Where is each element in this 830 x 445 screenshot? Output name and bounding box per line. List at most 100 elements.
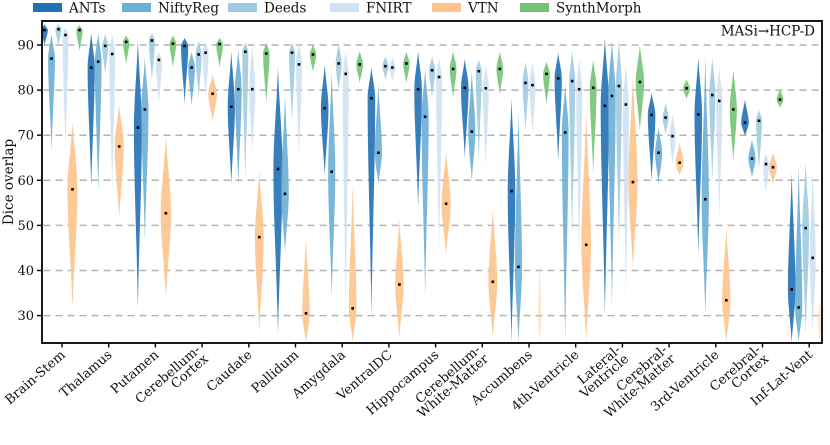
violin-Cerebellum-Cortex-VTN [208,74,217,122]
median-4th-Ventricle-SynthMorph [591,86,595,90]
median-Cerebral-Cortex-FNIRT [764,162,768,166]
violin-Putamen-NiftyReg [141,57,149,242]
violin-Cerebral-White-Matter-ANTs [647,92,656,182]
median-Cerebellum-Cortex-VTN [211,92,214,96]
domain-shift-annotation: MASi→HCP-D [721,24,815,40]
legend-swatch-VTN [432,3,461,12]
y-tick-label-80: 80 [17,84,34,99]
median-Amygdala-Deeds [337,62,340,65]
median-Pallidum-VTN [304,312,308,315]
median-Inf-Lat-Vent-ANTs [790,288,793,291]
median-Putamen-SynthMorph [171,42,175,45]
violin-Amygdala-Deeds [335,42,342,92]
legend: ANTs NiftyReg Deeds FNIRT VTN SynthMorph [33,1,642,17]
median-Amygdala-NiftyReg [330,170,333,174]
violin-Putamen-Deeds [148,33,155,82]
median-3rd-Ventricle-NiftyReg [704,197,707,201]
violin-Thalamus-NiftyReg [94,32,102,192]
median-3rd-Ventricle-Deeds [711,93,714,97]
median-Cerebral-Cortex-Deeds [757,119,761,123]
legend-label-FNIRT: FNIRT [366,1,411,17]
violin-Lateral-Ventricle-NiftyReg [608,40,616,307]
median-Brain-Stem-VTN [71,188,74,191]
median-Lateral-Ventricle-FNIRT [624,103,628,106]
legend-label-Deeds: Deeds [264,1,306,17]
median-Cerebral-White-Matter-ANTs [650,113,653,117]
median-VentralDC-Deeds [384,64,387,68]
violin-Brain-Stem-SynthMorph [76,25,83,51]
violin-series [42,24,830,343]
y-tick-label-70: 70 [17,129,34,144]
median-Caudate-SynthMorph [265,52,268,55]
violin-3rd-Ventricle-Deeds [709,57,716,182]
median-4th-Ventricle-Deeds [570,79,574,83]
violin-Lateral-Ventricle-ANTs [600,37,610,316]
median-Accumbens-SynthMorph [545,72,548,76]
violin-Cerebral-White-Matter-FNIRT [669,114,676,165]
median-Caudate-NiftyReg [237,87,240,91]
violin-Thalamus-SynthMorph [123,35,130,65]
median-Putamen-Deeds [150,39,154,42]
median-Caudate-Deeds [244,50,247,54]
median-Cerebral-White-Matter-SynthMorph [685,86,688,90]
violin-Thalamus-ANTs [87,32,95,188]
violin-Amygdala-ANTs [320,64,329,176]
legend-label-VTN: VTN [467,1,499,17]
median-Cerebral-Cortex-VTN [771,165,775,169]
median-3rd-Ventricle-FNIRT [718,99,721,103]
violin-4th-Ventricle-FNIRT [576,59,583,255]
median-Accumbens-ANTs [510,189,513,193]
x-label-Cerebellum-White-Matter: Cerebellum-White-Matter [413,343,492,422]
median-Cerebellum-White-Matter-FNIRT [484,86,488,90]
violin-Inf-Lat-Vent-VTN [818,297,822,343]
median-Brain-Stem-Deeds [57,27,60,31]
median-Hippocampus-ANTs [416,87,420,91]
median-Hippocampus-FNIRT [437,75,441,79]
median-Lateral-Ventricle-Deeds [617,84,621,88]
violin-Inf-Lat-Vent-SynthMorph [823,178,830,311]
median-Pallidum-SynthMorph [311,53,315,56]
violin-Putamen-VTN [160,136,172,298]
violin-Accumbens-Deeds [522,61,529,131]
median-Inf-Lat-Vent-NiftyReg [797,306,800,309]
violin-Cerebellum-Cortex-FNIRT [202,40,209,98]
violin-Pallidum-VTN [302,237,310,343]
axes-frame [41,20,823,344]
violin-Caudate-FNIRT [249,42,256,154]
median-Hippocampus-Deeds [430,68,434,72]
median-Putamen-ANTs [136,126,140,129]
median-Brain-Stem-NiftyReg [50,57,53,60]
y-axis-tick-labels: 30 40 50 60 70 80 90 [17,39,34,325]
median-Cerebellum-White-Matter-SynthMorph [498,67,502,71]
violin-Cerebral-Cortex-SynthMorph [776,88,784,108]
median-Cerebral-White-Matter-FNIRT [671,134,674,138]
median-Inf-Lat-Vent-FNIRT [811,256,814,260]
median-Amygdala-FNIRT [344,72,347,76]
violin-Inf-Lat-Vent-NiftyReg [795,164,803,343]
y-tick-label-90: 90 [17,39,34,54]
median-Thalamus-FNIRT [110,52,114,56]
median-4th-Ventricle-VTN [584,243,588,247]
median-Accumbens-FNIRT [531,83,534,87]
median-VentralDC-NiftyReg [377,151,380,155]
legend-swatch-Deeds [228,3,257,12]
violin-Thalamus-VTN [114,104,124,218]
violin-4th-Ventricle-SynthMorph [589,59,597,175]
median-Cerebellum-White-Matter-ANTs [463,86,467,90]
median-Caudate-FNIRT [251,87,254,91]
violin-Cerebral-Cortex-ANTs [741,99,749,137]
median-Putamen-VTN [164,211,168,215]
violin-Pallidum-ANTs [273,67,283,334]
violin-Cerebellum-White-Matter-FNIRT [482,64,489,168]
median-Lateral-Ventricle-NiftyReg [610,94,614,98]
median-Cerebellum-Cortex-Deeds [197,53,200,56]
median-Cerebral-White-Matter-NiftyReg [657,151,660,155]
median-Lateral-Ventricle-VTN [631,180,635,184]
y-tick-label-60: 60 [17,174,34,189]
violin-Cerebellum-Cortex-Deeds [195,40,202,98]
violin-Brain-Stem-FNIRT [62,26,69,151]
violin-Pallidum-Deeds [289,42,295,122]
median-4th-Ventricle-FNIRT [577,87,581,91]
violin-Pallidum-NiftyReg [281,94,289,253]
